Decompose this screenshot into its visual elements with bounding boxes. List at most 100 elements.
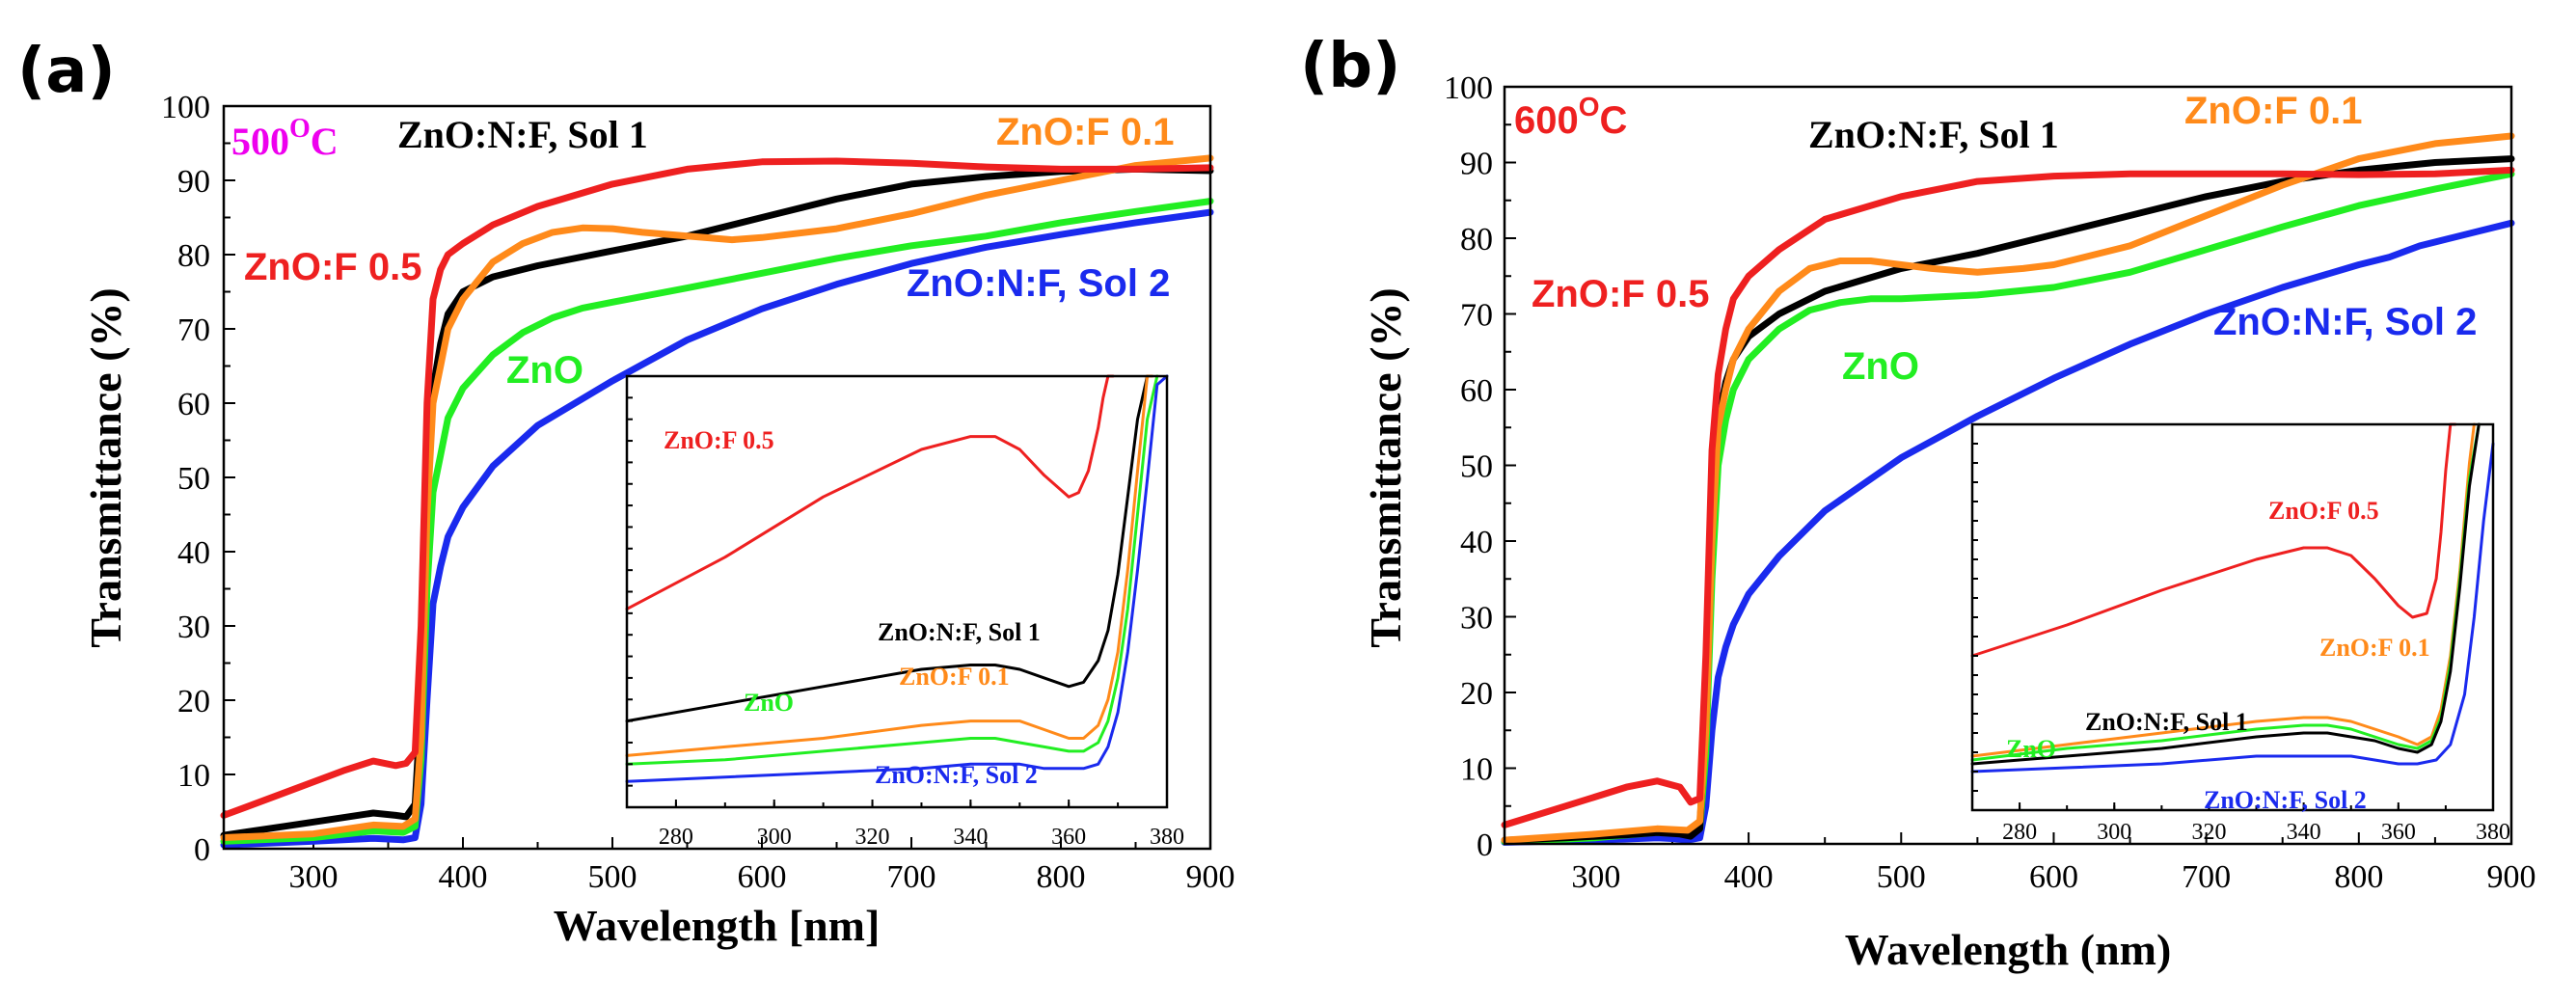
panel-a-plot-frame <box>222 104 1212 851</box>
panel-a-inset-x-tick-label: 300 <box>757 825 792 850</box>
panel-a-series-zno-n-f-sol-2 <box>220 208 1214 849</box>
panel-a-inset-label-znof05: ZnO:F 0.5 <box>664 426 774 454</box>
panel-b-annotation-znof05: ZnO:F 0.5 <box>1532 273 1709 315</box>
panel-b-inset-x-ticks: 280 300 320 340 360 380 <box>1971 802 2510 845</box>
panel-b-inset-label-zno: ZnO <box>2006 735 2056 763</box>
panel-b-inset-series <box>1970 422 2495 773</box>
panel-b-series-zno-n-f-sol-2 <box>1501 219 2515 846</box>
panel-a-annotation-sol1: ZnO:N:F, Sol 1 <box>397 113 648 156</box>
panel-b-plot-frame <box>1503 85 2513 846</box>
panel-a-series <box>220 154 1214 849</box>
panel-a-y-tick-label: 10 <box>177 758 210 794</box>
panel-a-inset-label-sol1: ZnO:N:F, Sol 1 <box>878 618 1041 646</box>
panel-a-inset-x-tick-label: 340 <box>953 825 988 850</box>
panel-b-inset-label-znof05: ZnO:F 0.5 <box>2268 497 2379 525</box>
panel-a-x-ticks: 300 400 500 600 700 800 900 <box>237 837 1235 895</box>
panel-b-y-tick-label: 50 <box>1460 449 1493 485</box>
panel-a-inset-series-zno <box>625 374 1159 766</box>
panel-b-series-zno-f-0-1 <box>1501 132 2515 844</box>
panel-b-inset-series-zno-f-0-5 <box>1970 422 2457 658</box>
panel-b-letter: (b) <box>1300 31 1400 102</box>
panel-b-y-tick-label: 40 <box>1460 525 1493 560</box>
panel-b: (b) Transmittance (%) 0 10 20 30 40 50 60 70 80 9… <box>1300 31 2536 974</box>
panel-b-y-axis-label: Transmittance (%) <box>1361 287 1410 647</box>
panel-b-y-tick-label: 20 <box>1460 676 1493 712</box>
panel-b-x-tick-label: 300 <box>1571 859 1620 895</box>
panel-b-inset-x-tick-label: 380 <box>2476 820 2510 845</box>
panel-b-x-axis-label: Wavelength (nm) <box>1845 925 2172 974</box>
panel-a-x-tick-label: 900 <box>1186 859 1235 895</box>
panel-b-y-tick-label: 100 <box>1444 70 1493 106</box>
panel-a-inset-series-zno-f-0-1 <box>625 374 1154 757</box>
panel-a-inset-label-zno: ZnO <box>744 689 794 717</box>
panel-a-y-tick-label: 60 <box>177 387 210 422</box>
panel-a-x-tick-label: 400 <box>439 859 488 895</box>
panel-b-x-tick-label: 700 <box>2182 859 2231 895</box>
panel-b-inset-label-sol2: ZnO:N:F, Sol 2 <box>2204 786 2367 814</box>
panel-b-x-ticks: 300 400 500 600 700 800 900 <box>1518 832 2536 895</box>
panel-b-x-tick-label: 400 <box>1724 859 1774 895</box>
panel-a-inset-x-tick-label: 280 <box>659 825 693 850</box>
panel-b-inset-x-tick-label: 340 <box>2287 820 2321 845</box>
panel-b-y-tick-label: 10 <box>1460 752 1493 788</box>
panel-b-annotation-sol1: ZnO:N:F, Sol 1 <box>1808 113 2059 156</box>
panel-b-annotation-zno: ZnO <box>1842 345 1919 388</box>
panel-b-inset-x-tick-label: 320 <box>2191 820 2226 845</box>
panel-a-x-axis-label: Wavelength [nm] <box>554 901 881 950</box>
panel-b-y-tick-label: 70 <box>1460 298 1493 334</box>
panel-a-series-zno-f-0-1 <box>220 154 1214 841</box>
panel-a-inset-bg <box>627 376 1167 807</box>
panel-b-y-tick-label: 30 <box>1460 601 1493 637</box>
panel-a-inset-series <box>625 374 1169 783</box>
panel-b-inset: 280 300 320 340 360 380 ZnO:F 0.5 ZnO:F 0.1 Z… <box>1970 422 2510 845</box>
panel-a-y-tick-label: 80 <box>177 238 210 274</box>
panel-a-temperature-unit: C <box>311 120 339 163</box>
panel-a-y-axis-label: Transmittance (%) <box>81 287 130 647</box>
panel-a-inset-x-tick-label: 380 <box>1150 825 1184 850</box>
panel-b-inset-series-zno-n-f-sol-1 <box>1970 422 2481 766</box>
panel-b-x-tick-label: 800 <box>2334 859 2383 895</box>
panel-b-inset-x-tick-label: 280 <box>2002 820 2037 845</box>
panel-a-inset-x-tick-label: 360 <box>1051 825 1086 850</box>
panel-a-letter: (a) <box>17 36 116 107</box>
panel-b-inset-series-zno-n-f-sol-2 <box>1970 442 2495 773</box>
panel-a-inset-label-sol2: ZnO:N:F, Sol 2 <box>875 761 1038 789</box>
panel-a-temperature-value: 500 <box>231 120 289 163</box>
panel-a-y-tick-label: 50 <box>177 461 210 497</box>
panel-b-inset-label-sol1: ZnO:N:F, Sol 1 <box>2085 708 2248 736</box>
panel-b-temperature-sup: O <box>1579 92 1600 122</box>
panel-b-x-tick-label: 600 <box>2029 859 2078 895</box>
panel-a-annotation-sol2: ZnO:N:F, Sol 2 <box>907 262 1170 305</box>
panel-b-annotation-znof01: ZnO:F 0.1 <box>2184 90 2362 132</box>
panel-b-y-tick-label: 90 <box>1460 147 1493 182</box>
panel-a-x-tick-label: 700 <box>887 859 936 895</box>
panel-a-annotation-znof05: ZnO:F 0.5 <box>244 246 421 288</box>
panel-a-y-tick-label: 90 <box>177 164 210 200</box>
panel-a-y-tick-label: 40 <box>177 535 210 571</box>
panel-a-series-zno <box>220 198 1214 845</box>
panel-b-y-ticks: 0 10 20 30 40 50 60 70 80 90 100 <box>1444 70 1516 863</box>
panel-a-y-tick-label: 100 <box>161 90 210 125</box>
panel-a: (a) Transmittance (%) 0 10 20 30 40 50 60 70 80 9… <box>17 36 1235 950</box>
panel-a-y-tick-label: 30 <box>177 610 210 645</box>
panel-a-y-tick-label: 0 <box>194 832 210 868</box>
panel-b-temperature-label: 600OC <box>1514 92 1627 142</box>
panel-a-temperature-label: 500OC <box>231 114 339 163</box>
panel-b-y-tick-label: 60 <box>1460 373 1493 409</box>
panel-b-inset-y-ticks <box>1972 443 1978 792</box>
panel-b-annotation-sol2: ZnO:N:F, Sol 2 <box>2213 301 2477 343</box>
panel-b-inset-label-znof01: ZnO:F 0.1 <box>2319 634 2430 662</box>
panel-a-temperature-sup: O <box>289 114 311 144</box>
panel-b-series-zno-f-0-5 <box>1501 166 2515 828</box>
panel-b-y-tick-label: 80 <box>1460 222 1493 258</box>
panel-a-inset-x-tick-label: 320 <box>855 825 890 850</box>
panel-a-y-tick-label: 20 <box>177 684 210 719</box>
panel-a-x-tick-label: 500 <box>588 859 637 895</box>
panel-b-x-tick-label: 500 <box>1877 859 1926 895</box>
panel-a-annotation-zno: ZnO <box>506 349 583 392</box>
panel-a-inset-series-zno-f-0-5 <box>625 374 1115 611</box>
panel-a-inset-series-zno-n-f-sol-1 <box>625 374 1150 723</box>
panel-a-inset-y-ticks <box>627 396 633 787</box>
panel-a-inset-label-znof01: ZnO:F 0.1 <box>899 663 1010 691</box>
